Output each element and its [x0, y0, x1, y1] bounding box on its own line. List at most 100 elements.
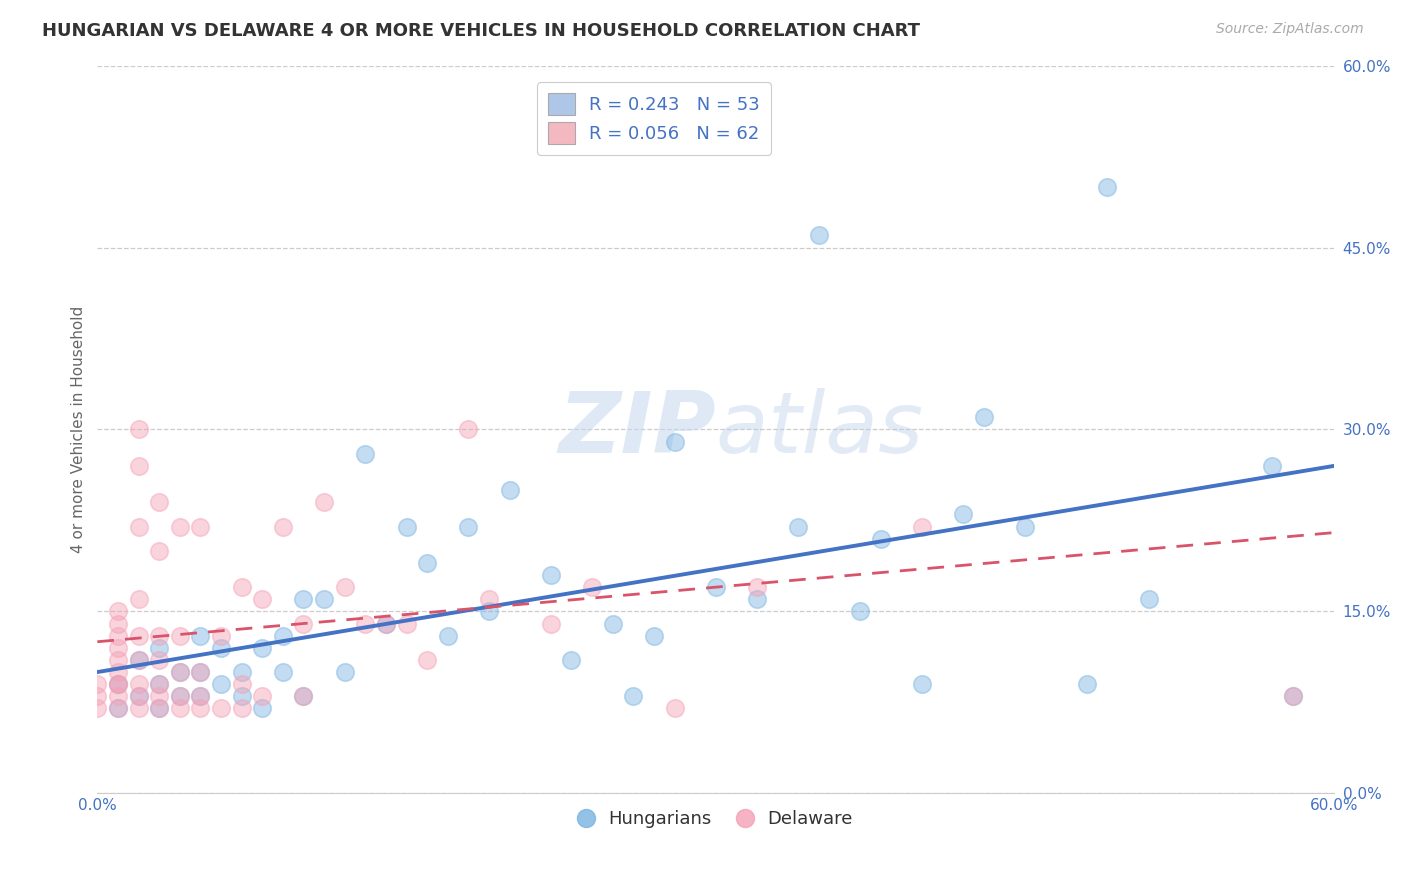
- Point: [190, 519, 212, 533]
- Point: [169, 690, 191, 704]
- Point: [252, 690, 274, 704]
- Point: [231, 665, 253, 679]
- Point: [128, 701, 150, 715]
- Text: atlas: atlas: [716, 388, 924, 471]
- Point: [190, 665, 212, 679]
- Point: [1282, 690, 1305, 704]
- Point: [973, 410, 995, 425]
- Point: [354, 447, 377, 461]
- Point: [1137, 592, 1160, 607]
- Point: [128, 519, 150, 533]
- Point: [107, 690, 129, 704]
- Point: [416, 653, 439, 667]
- Point: [252, 701, 274, 715]
- Point: [107, 616, 129, 631]
- Point: [169, 665, 191, 679]
- Point: [128, 458, 150, 473]
- Point: [107, 640, 129, 655]
- Point: [292, 592, 315, 607]
- Point: [169, 629, 191, 643]
- Point: [169, 665, 191, 679]
- Point: [128, 690, 150, 704]
- Point: [540, 568, 562, 582]
- Point: [231, 690, 253, 704]
- Point: [271, 665, 294, 679]
- Legend: Hungarians, Delaware: Hungarians, Delaware: [572, 803, 859, 835]
- Point: [128, 629, 150, 643]
- Point: [436, 629, 458, 643]
- Point: [169, 519, 191, 533]
- Point: [107, 677, 129, 691]
- Point: [911, 519, 934, 533]
- Point: [1282, 690, 1305, 704]
- Point: [314, 495, 336, 509]
- Point: [664, 701, 686, 715]
- Point: [128, 592, 150, 607]
- Point: [292, 616, 315, 631]
- Point: [374, 616, 396, 631]
- Point: [314, 592, 336, 607]
- Point: [128, 677, 150, 691]
- Point: [209, 677, 232, 691]
- Point: [602, 616, 624, 631]
- Point: [354, 616, 377, 631]
- Point: [190, 690, 212, 704]
- Point: [148, 701, 170, 715]
- Point: [869, 532, 891, 546]
- Point: [292, 690, 315, 704]
- Point: [849, 604, 872, 618]
- Point: [107, 629, 129, 643]
- Point: [395, 616, 418, 631]
- Point: [292, 690, 315, 704]
- Point: [128, 422, 150, 436]
- Point: [107, 677, 129, 691]
- Point: [745, 580, 768, 594]
- Point: [1014, 519, 1036, 533]
- Point: [374, 616, 396, 631]
- Point: [252, 640, 274, 655]
- Point: [478, 604, 501, 618]
- Point: [169, 701, 191, 715]
- Point: [128, 690, 150, 704]
- Point: [148, 495, 170, 509]
- Point: [621, 690, 644, 704]
- Point: [148, 690, 170, 704]
- Point: [787, 519, 810, 533]
- Point: [190, 629, 212, 643]
- Point: [107, 665, 129, 679]
- Point: [148, 640, 170, 655]
- Y-axis label: 4 or more Vehicles in Household: 4 or more Vehicles in Household: [72, 306, 86, 553]
- Point: [86, 690, 108, 704]
- Point: [148, 701, 170, 715]
- Point: [745, 592, 768, 607]
- Point: [209, 640, 232, 655]
- Point: [664, 434, 686, 449]
- Point: [231, 701, 253, 715]
- Point: [643, 629, 665, 643]
- Point: [128, 653, 150, 667]
- Point: [190, 690, 212, 704]
- Point: [107, 677, 129, 691]
- Point: [107, 701, 129, 715]
- Point: [148, 543, 170, 558]
- Point: [128, 653, 150, 667]
- Point: [271, 519, 294, 533]
- Point: [231, 677, 253, 691]
- Point: [560, 653, 582, 667]
- Point: [190, 701, 212, 715]
- Text: HUNGARIAN VS DELAWARE 4 OR MORE VEHICLES IN HOUSEHOLD CORRELATION CHART: HUNGARIAN VS DELAWARE 4 OR MORE VEHICLES…: [42, 22, 920, 40]
- Point: [148, 653, 170, 667]
- Point: [107, 653, 129, 667]
- Point: [333, 580, 356, 594]
- Point: [86, 701, 108, 715]
- Point: [148, 677, 170, 691]
- Point: [333, 665, 356, 679]
- Point: [911, 677, 934, 691]
- Point: [581, 580, 603, 594]
- Text: ZIP: ZIP: [558, 388, 716, 471]
- Point: [457, 422, 479, 436]
- Point: [1261, 458, 1284, 473]
- Point: [148, 629, 170, 643]
- Point: [169, 690, 191, 704]
- Point: [498, 483, 520, 497]
